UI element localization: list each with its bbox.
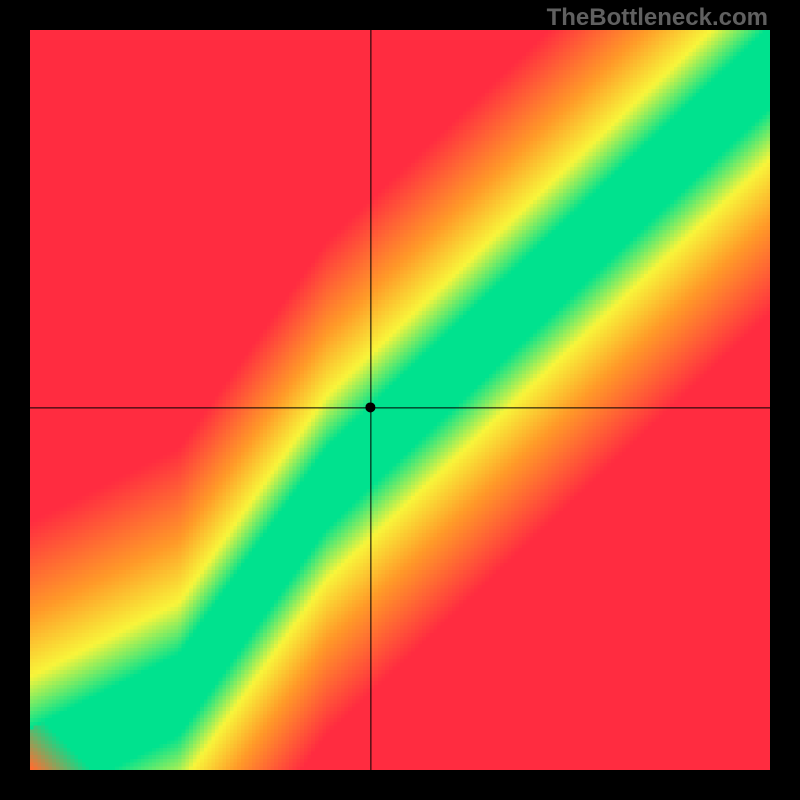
crosshair-overlay	[30, 30, 770, 770]
chart-wrapper: { "plot": { "type": "heatmap", "backgrou…	[0, 0, 800, 800]
watermark-text: TheBottleneck.com	[547, 4, 768, 32]
